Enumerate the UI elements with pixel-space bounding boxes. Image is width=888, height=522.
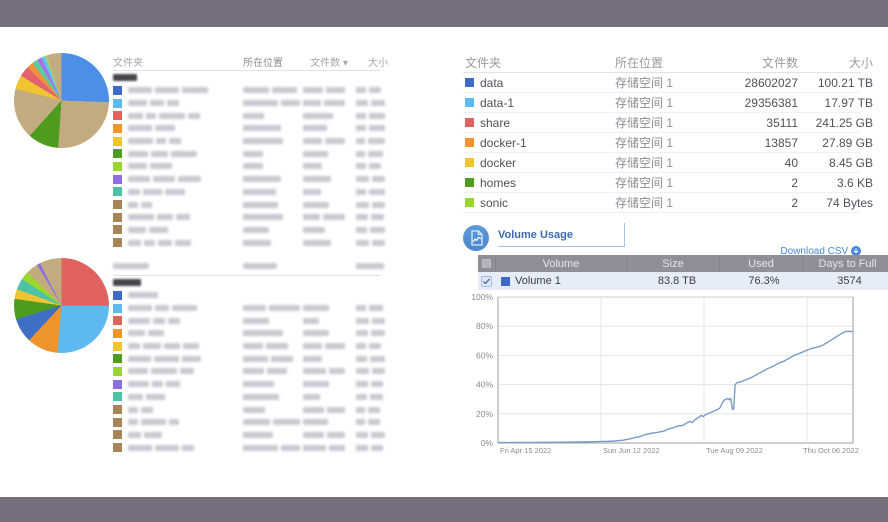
svg-text:80%: 80% [476, 321, 493, 331]
svg-text:20%: 20% [476, 409, 493, 419]
svg-text:Fri Apr 15 2022: Fri Apr 15 2022 [500, 446, 551, 455]
svg-text:60%: 60% [476, 350, 493, 360]
svg-text:40%: 40% [476, 380, 493, 390]
svg-text:Sun Jun 12 2022: Sun Jun 12 2022 [603, 446, 660, 455]
svg-text:Tue Aug 09 2022: Tue Aug 09 2022 [706, 446, 763, 455]
svg-text:Thu Oct 06 2022: Thu Oct 06 2022 [803, 446, 859, 455]
svg-text:100%: 100% [471, 292, 493, 302]
svg-text:0%: 0% [481, 438, 494, 448]
